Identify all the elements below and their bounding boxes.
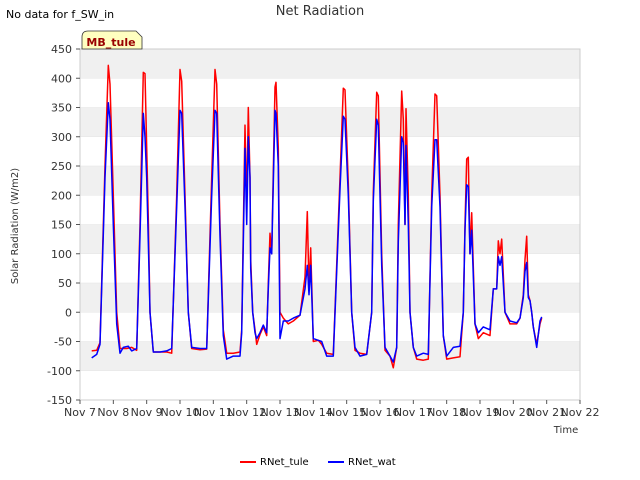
- x-tick-label: Nov 17: [394, 406, 433, 419]
- x-tick-label: Nov 14: [294, 406, 333, 419]
- y-tick-label: 0: [65, 306, 72, 319]
- x-tick-label: Nov 18: [427, 406, 466, 419]
- grid-bands: [79, 48, 581, 401]
- chart-title: Net Radiation: [276, 4, 364, 19]
- y-tick-label: 300: [51, 131, 72, 144]
- y-tick-label: 450: [51, 43, 72, 56]
- x-tick-label: Nov 7: [64, 406, 96, 419]
- y-tick-label: -150: [47, 394, 72, 407]
- y-tick-label: 50: [58, 277, 72, 290]
- y-tick-label: 400: [51, 72, 72, 85]
- series-line-rnet-wat: [91, 102, 543, 363]
- legend: RNet_tule RNet_wat: [240, 457, 396, 468]
- grid-band: [80, 49, 580, 79]
- x-tick-label: Nov 8: [97, 406, 129, 419]
- y-tick-label: 250: [51, 160, 72, 173]
- y-axis-label: Solar Radiation (W/m2): [10, 168, 21, 284]
- x-tick-label: Nov 10: [161, 406, 200, 419]
- site-badge-label: MB_tule: [86, 36, 135, 49]
- x-tick-label: Nov 16: [361, 406, 400, 419]
- x-tick-label: Nov 11: [194, 406, 233, 419]
- x-tick-label: Nov 12: [227, 406, 266, 419]
- x-axis-label: Time: [553, 425, 578, 436]
- legend-label-rnet-wat: RNet_wat: [348, 457, 396, 468]
- x-tick-label: Nov 9: [131, 406, 163, 419]
- site-badge: MB_tule: [81, 30, 143, 50]
- y-tick-label: 100: [51, 248, 72, 261]
- x-tick-label: Nov 22: [561, 406, 600, 419]
- x-tick-label: Nov 13: [261, 406, 300, 419]
- y-tick-label: 350: [51, 102, 72, 115]
- grid-band: [80, 107, 580, 137]
- grid-band: [80, 224, 580, 254]
- x-tick-label: Nov 19: [461, 406, 500, 419]
- no-data-note: No data for f_SW_in: [6, 8, 114, 21]
- y-tick-label: -50: [54, 336, 72, 349]
- series-lines: [91, 64, 543, 369]
- x-tick-label: Nov 15: [327, 406, 366, 419]
- legend-label-rnet-tule: RNet_tule: [260, 457, 309, 468]
- y-tick-label: -100: [47, 365, 72, 378]
- y-tick-label: 150: [51, 219, 72, 232]
- x-tick-label: Nov 20: [494, 406, 533, 419]
- y-axis-ticks: -150 -100 -50 0 50 100 150 200 250 300 350 400 450: [47, 43, 80, 407]
- y-tick-label: 200: [51, 189, 72, 202]
- x-tick-label: Nov 21: [527, 406, 566, 419]
- grid-band: [80, 166, 580, 196]
